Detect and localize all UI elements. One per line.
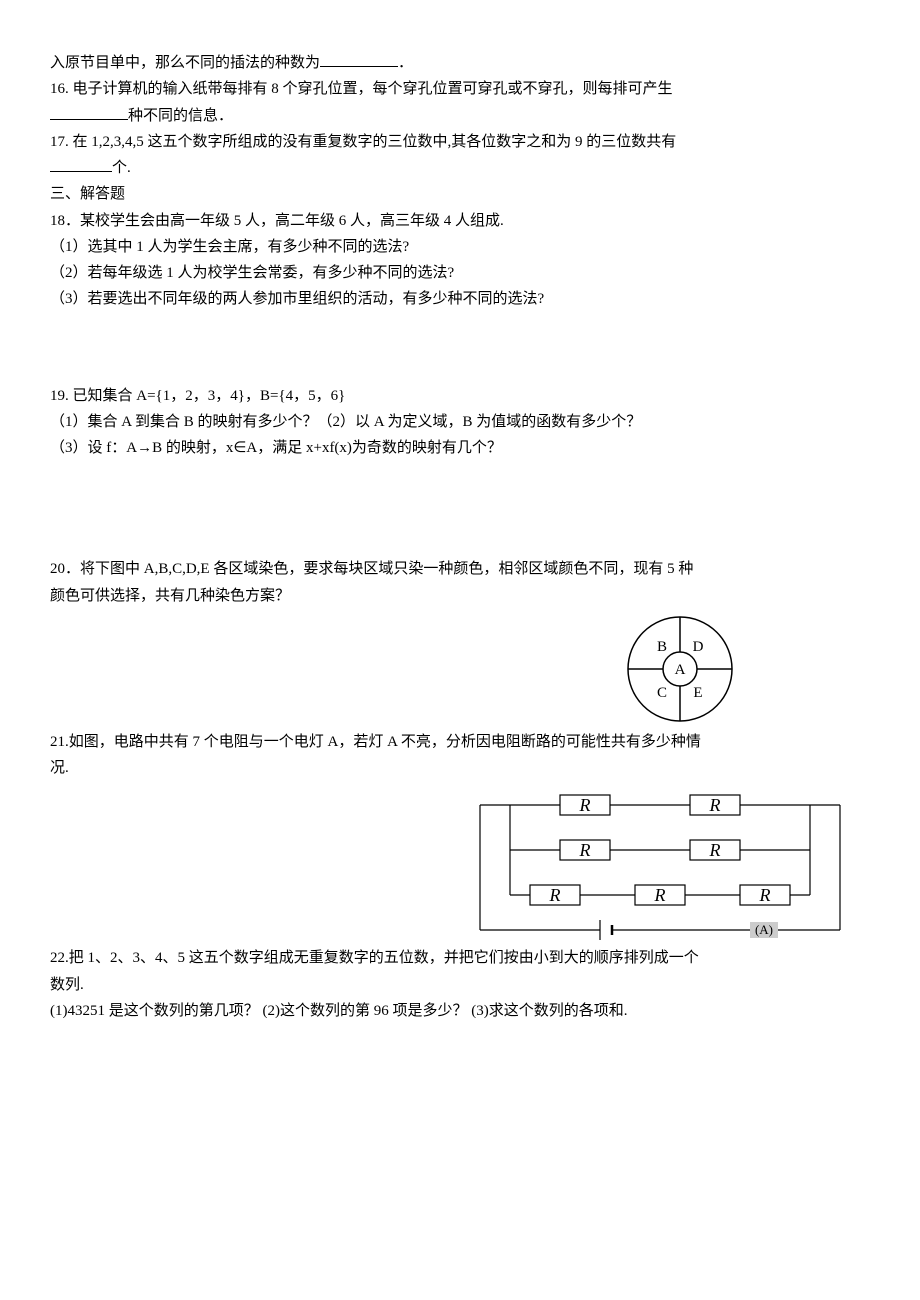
q15-fragment: 入原节目单中，那么不同的插法的种数为 ． — [50, 50, 870, 76]
q20-line2: 颜色可供选择，共有几种染色方案？ — [50, 583, 870, 609]
q16-blank — [50, 104, 128, 120]
q16-line2-text: 种不同的信息． — [128, 108, 233, 124]
q21-R-3: R — [579, 840, 591, 860]
q21-line1: 21.如图，电路中共有 7 个电阻与一个电灯 A，若灯 A 不亮，分析因电阻断路… — [50, 729, 870, 755]
q17-blank — [50, 156, 112, 172]
q20-diagram-wrap: A B D C E — [50, 609, 870, 729]
q22-line2: 数列. — [50, 972, 870, 998]
q21-label-A: (A) — [755, 922, 773, 937]
q19-p3: （3）设 f：A→B 的映射，x∈A，满足 x+xf(x)为奇数的映射有几个？ — [50, 435, 870, 461]
q20-label-D: D — [693, 639, 704, 655]
q17-line2-text: 个. — [112, 160, 131, 176]
q21-diagram-wrap: (A) R R R R — [50, 785, 870, 945]
q21-R-4: R — [709, 840, 721, 860]
q20-label-E: E — [693, 685, 702, 701]
q21-line2: 况. — [50, 755, 870, 781]
q18-p2: （2）若每年级选 1 人为校学生会常委，有多少种不同的选法? — [50, 260, 870, 286]
q15-frag-b: ． — [398, 55, 413, 71]
q21-circuit-diagram: (A) R R R R — [470, 785, 850, 945]
q20-label-B: B — [657, 639, 667, 655]
q17-line2: 个. — [50, 155, 870, 181]
q19-stem: 19. 已知集合 A={1，2，3，4}，B={4，5，6} — [50, 383, 870, 409]
q19-p1: （1）集合 A 到集合 B 的映射有多少个？（2）以 A 为定义域，B 为值域的… — [50, 409, 870, 435]
q16-line2: 种不同的信息． — [50, 103, 870, 129]
q21-R-1: R — [579, 795, 591, 815]
q18-p3: （3）若要选出不同年级的两人参加市里组织的活动，有多少种不同的选法? — [50, 286, 870, 312]
q18-p1: （1）选其中 1 人为学生会主席，有多少种不同的选法? — [50, 234, 870, 260]
section3-heading: 三、解答题 — [50, 181, 870, 207]
q15-blank — [320, 51, 398, 67]
q16-line1: 16. 电子计算机的输入纸带每排有 8 个穿孔位置，每个穿孔位置可穿孔或不穿孔，… — [50, 76, 870, 102]
q21-R-5: R — [549, 885, 561, 905]
q20-label-C: C — [657, 685, 667, 701]
q22-line1: 22.把 1、2、3、4、5 这五个数字组成无重复数字的五位数，并把它们按由小到… — [50, 945, 870, 971]
q22-p1: (1)43251 是这个数列的第几项？ (2)这个数列的第 96 项是多少？ (… — [50, 998, 870, 1024]
q21-R-2: R — [709, 795, 721, 815]
q20-label-A: A — [675, 662, 686, 678]
q17-line1: 17. 在 1,2,3,4,5 这五个数字所组成的没有重复数字的三位数中,其各位… — [50, 129, 870, 155]
q20-line1: 20．将下图中 A,B,C,D,E 各区域染色，要求每块区域只染一种颜色，相邻区… — [50, 556, 870, 582]
q21-R-7: R — [759, 885, 771, 905]
q21-R-6: R — [654, 885, 666, 905]
q20-circle-diagram: A B D C E — [620, 609, 740, 729]
q18-stem: 18．某校学生会由高一年级 5 人，高二年级 6 人，高三年级 4 人组成. — [50, 208, 870, 234]
q15-frag-a: 入原节目单中，那么不同的插法的种数为 — [50, 55, 320, 71]
